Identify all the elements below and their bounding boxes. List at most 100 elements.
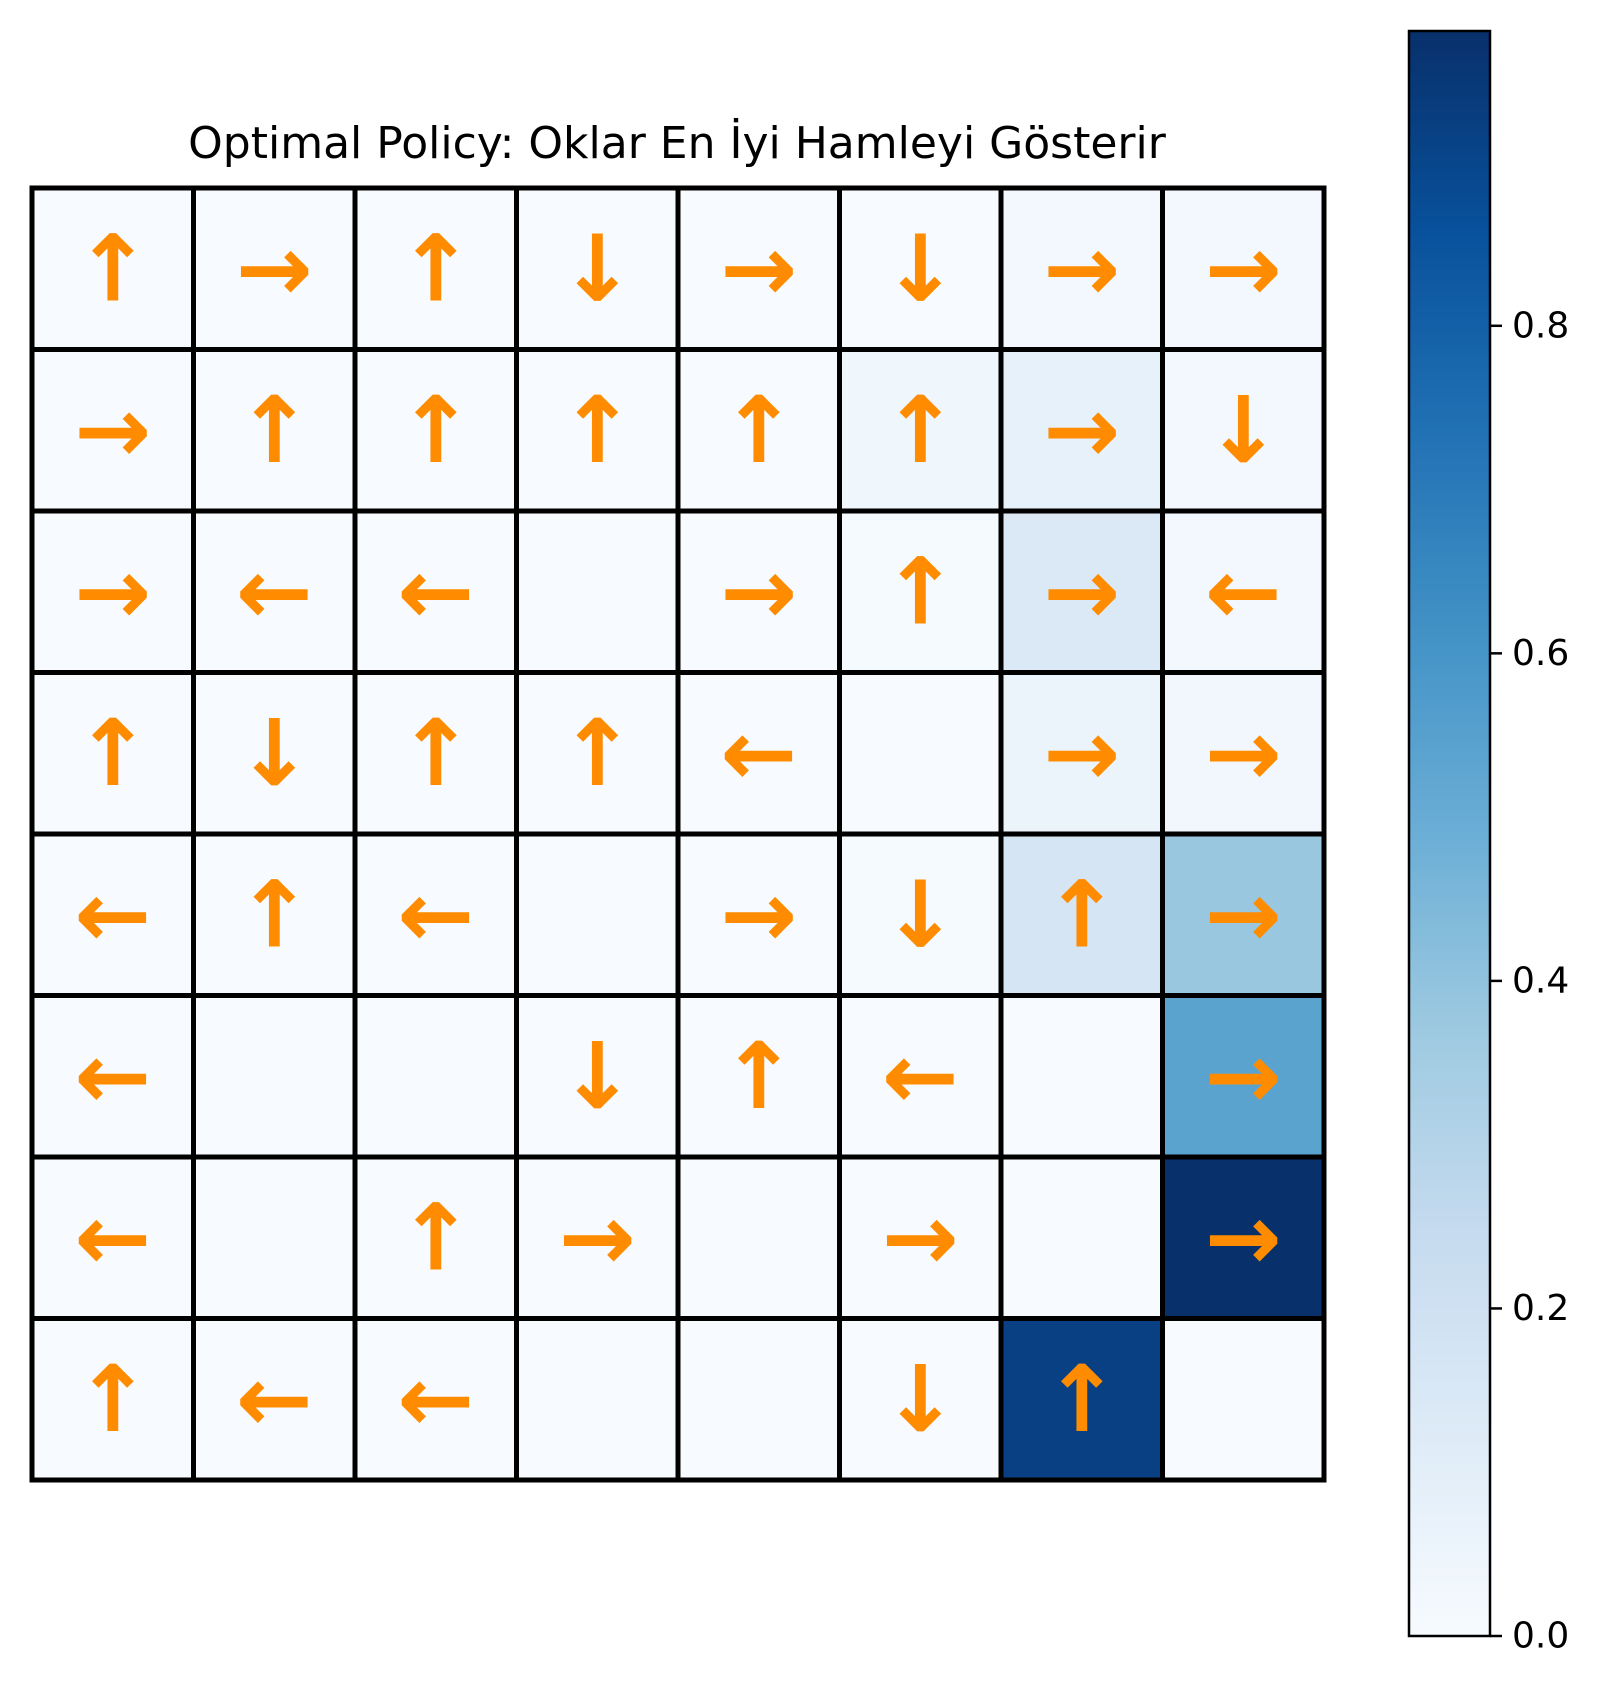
heatmap-cell-r2-c6: [998, 508, 1165, 675]
policy-arrow-r7-c5: ↓: [882, 1346, 959, 1453]
policy-arrow-r2-c0: →: [74, 538, 151, 645]
heatmap-cell-r1-c5: [837, 347, 1004, 514]
heatmap-cell-r0-c0: [29, 185, 196, 352]
heatmap-cell-r4-c7: [1160, 831, 1327, 998]
heatmap-cell-r6-c1: [191, 1154, 358, 1321]
policy-arrow-r5-c4: ↑: [720, 1023, 797, 1130]
colorbar-tick-label: 0.0: [1512, 1616, 1569, 1657]
policy-arrow-r1-c2: ↑: [397, 377, 474, 484]
policy-arrow-r2-c7: ←: [1205, 538, 1282, 645]
policy-arrow-r1-c7: ↓: [1205, 377, 1282, 484]
policy-arrow-r3-c6: →: [1043, 700, 1120, 807]
heatmap-cell-r2-c5: [837, 508, 1004, 675]
heatmap-cell-r2-c7: [1160, 508, 1327, 675]
heatmap-cell-r5-c2: [352, 993, 519, 1160]
colorbar-tick-label: 0.8: [1512, 305, 1569, 346]
heatmap-cell-r4-c0: [29, 831, 196, 998]
policy-arrow-r2-c6: →: [1043, 538, 1120, 645]
policy-arrow-r6-c2: ↑: [397, 1184, 474, 1291]
policy-arrow-r3-c7: →: [1205, 700, 1282, 807]
heatmap-cell-r3-c5: [837, 670, 1004, 837]
policy-arrow-r7-c1: ←: [236, 1346, 313, 1453]
heatmap-cell-r6-c5: [837, 1154, 1004, 1321]
heatmap-cell-r7-c0: [29, 1316, 196, 1483]
heatmap-cell-r1-c1: [191, 347, 358, 514]
policy-arrow-r5-c7: →: [1205, 1023, 1282, 1130]
policy-arrow-r0-c6: →: [1043, 215, 1120, 322]
heatmap-cell-r0-c1: [191, 185, 358, 352]
heatmap-cell-r6-c3: [514, 1154, 681, 1321]
policy-arrow-r4-c4: →: [720, 861, 797, 968]
heatmap-cell-r2-c4: [675, 508, 842, 675]
policy-arrow-r1-c4: ↑: [720, 377, 797, 484]
colorbar-tick-label: 0.2: [1512, 1288, 1569, 1329]
heatmap-cell-r5-c6: [998, 993, 1165, 1160]
heatmap-cell-r7-c2: [352, 1316, 519, 1483]
heatmap-cell-r0-c7: [1160, 185, 1327, 352]
policy-arrow-r1-c5: ↑: [882, 377, 959, 484]
policy-arrow-r5-c0: ←: [74, 1023, 151, 1130]
heatmap-cell-r7-c1: [191, 1316, 358, 1483]
heatmap-cell-r4-c3: [514, 831, 681, 998]
heatmap-cell-r0-c5: [837, 185, 1004, 352]
policy-arrow-r4-c5: ↓: [882, 861, 959, 968]
heatmap-cell-r4-c6: [998, 831, 1165, 998]
heatmap-cell-r6-c4: [675, 1154, 842, 1321]
policy-arrow-r3-c3: ↑: [559, 700, 636, 807]
policy-arrow-r5-c5: ←: [882, 1023, 959, 1130]
colorbar-tick-label: 0.6: [1512, 633, 1569, 674]
heatmap-cell-r1-c7: [1160, 347, 1327, 514]
policy-arrow-r6-c5: →: [882, 1184, 959, 1291]
policy-arrow-r7-c6: ↑: [1043, 1346, 1120, 1453]
policy-arrow-r2-c1: ←: [236, 538, 313, 645]
chart-title: Optimal Policy: Oklar En İyi Hamleyi Gös…: [188, 117, 1167, 169]
policy-arrow-r1-c1: ↑: [236, 377, 313, 484]
policy-arrow-r2-c5: ↑: [882, 538, 959, 645]
policy-arrow-r0-c2: ↑: [397, 215, 474, 322]
heatmap-cell-r7-c5: [837, 1316, 1004, 1483]
colorbar-tick-label: 0.4: [1512, 960, 1569, 1001]
heatmap-cell-r3-c3: [514, 670, 681, 837]
policy-arrow-r0-c4: →: [720, 215, 797, 322]
policy-arrow-r2-c4: →: [720, 538, 797, 645]
heatmap-cell-r2-c2: [352, 508, 519, 675]
policy-arrow-r1-c3: ↑: [559, 377, 636, 484]
heatmap-cell-r2-c0: [29, 508, 196, 675]
policy-arrow-r4-c2: ←: [397, 861, 474, 968]
policy-arrow-r3-c0: ↑: [74, 700, 151, 807]
policy-arrow-r0-c1: →: [236, 215, 313, 322]
heatmap-cell-r3-c7: [1160, 670, 1327, 837]
policy-arrow-r4-c0: ←: [74, 861, 151, 968]
heatmap-cell-r3-c6: [998, 670, 1165, 837]
policy-arrow-r5-c3: ↓: [559, 1023, 636, 1130]
heatmap-cell-r7-c7: [1160, 1316, 1327, 1483]
policy-arrow-r3-c4: ←: [720, 700, 797, 807]
heatmap-cell-r7-c3: [514, 1316, 681, 1483]
policy-arrow-r6-c3: →: [559, 1184, 636, 1291]
policy-arrow-r0-c3: ↓: [559, 215, 636, 322]
heatmap-cell-r5-c7: [1160, 993, 1327, 1160]
heatmap-cell-r1-c3: [514, 347, 681, 514]
policy-arrow-r1-c6: →: [1043, 377, 1120, 484]
policy-arrow-r4-c6: ↑: [1043, 861, 1120, 968]
colorbar: [1407, 29, 1492, 1638]
heatmap-cell-r2-c3: [514, 508, 681, 675]
policy-arrow-r1-c0: →: [74, 377, 151, 484]
heatmap-cell-r6-c6: [998, 1154, 1165, 1321]
policy-arrow-r0-c0: ↑: [74, 215, 151, 322]
policy-arrow-r0-c5: ↓: [882, 215, 959, 322]
policy-arrow-r7-c0: ↑: [74, 1346, 151, 1453]
policy-arrow-r3-c2: ↑: [397, 700, 474, 807]
policy-arrow-r6-c0: ←: [74, 1184, 151, 1291]
policy-arrow-r0-c7: →: [1205, 215, 1282, 322]
policy-arrow-r7-c2: ←: [397, 1346, 474, 1453]
policy-arrow-r2-c2: ←: [397, 538, 474, 645]
policy-arrow-r3-c1: ↓: [236, 700, 313, 807]
heatmap-cell-r5-c1: [191, 993, 358, 1160]
policy-arrow-r4-c7: →: [1205, 861, 1282, 968]
heatmap-cell-r7-c4: [675, 1316, 842, 1483]
heatmap-cell-r6-c7: [1160, 1154, 1327, 1321]
policy-arrow-r6-c7: →: [1205, 1184, 1282, 1291]
policy-arrow-r4-c1: ↑: [236, 861, 313, 968]
